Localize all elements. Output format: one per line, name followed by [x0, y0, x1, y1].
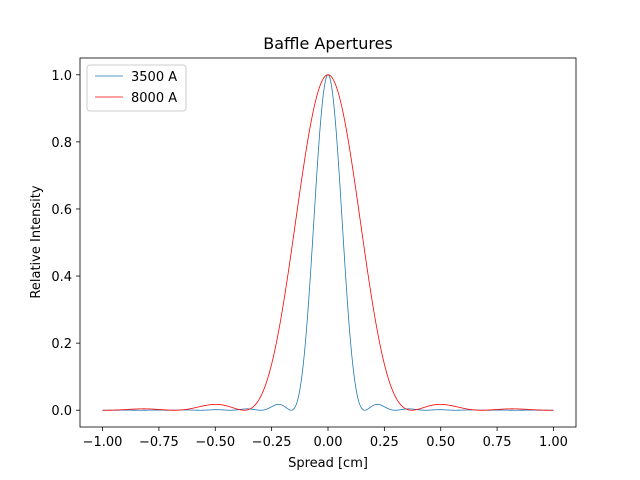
- x-tick-label: 0.50: [426, 435, 455, 450]
- y-tick-label: 1.0: [51, 69, 72, 84]
- series-line-8000-a: [102, 74, 554, 411]
- legend-label-3500: 3500 A: [131, 70, 177, 85]
- y-axis-ticks: 0.0 0.2 0.4 0.6 0.8 1.0: [51, 69, 80, 419]
- y-tick-label: 0.6: [51, 203, 72, 218]
- x-axis-ticks: −1.00 −0.75 −0.50 −0.25 0.00 0.25 0.50 0.75 1.00: [83, 427, 568, 450]
- y-axis-label: Relative Intensity: [29, 185, 44, 298]
- x-tick-label: 0.00: [314, 435, 343, 450]
- x-tick-label: −0.75: [139, 435, 179, 450]
- series-layer: [102, 74, 554, 411]
- y-tick-label: 0.8: [51, 136, 72, 151]
- x-tick-label: 1.00: [539, 435, 568, 450]
- x-tick-label: 0.75: [483, 435, 512, 450]
- x-tick-label: −0.25: [252, 435, 292, 450]
- x-tick-label: −0.50: [195, 435, 235, 450]
- legend: 3500 A 8000 A: [86, 64, 187, 112]
- y-tick-label: 0.2: [51, 337, 72, 352]
- x-tick-label: 0.25: [370, 435, 399, 450]
- legend-box: [86, 64, 187, 112]
- x-axis-label: Spread [cm]: [288, 456, 368, 471]
- chart-title: Baffle Apertures: [263, 34, 393, 53]
- plot-frame: [79, 57, 577, 428]
- x-tick-label: −1.00: [83, 435, 123, 450]
- y-tick-label: 0.0: [51, 404, 72, 419]
- legend-label-8000: 8000 A: [131, 91, 177, 106]
- plot-area: [80, 58, 576, 427]
- y-tick-label: 0.4: [51, 270, 72, 285]
